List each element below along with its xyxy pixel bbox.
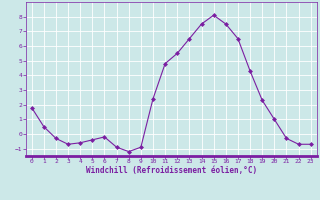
X-axis label: Windchill (Refroidissement éolien,°C): Windchill (Refroidissement éolien,°C): [86, 166, 257, 175]
